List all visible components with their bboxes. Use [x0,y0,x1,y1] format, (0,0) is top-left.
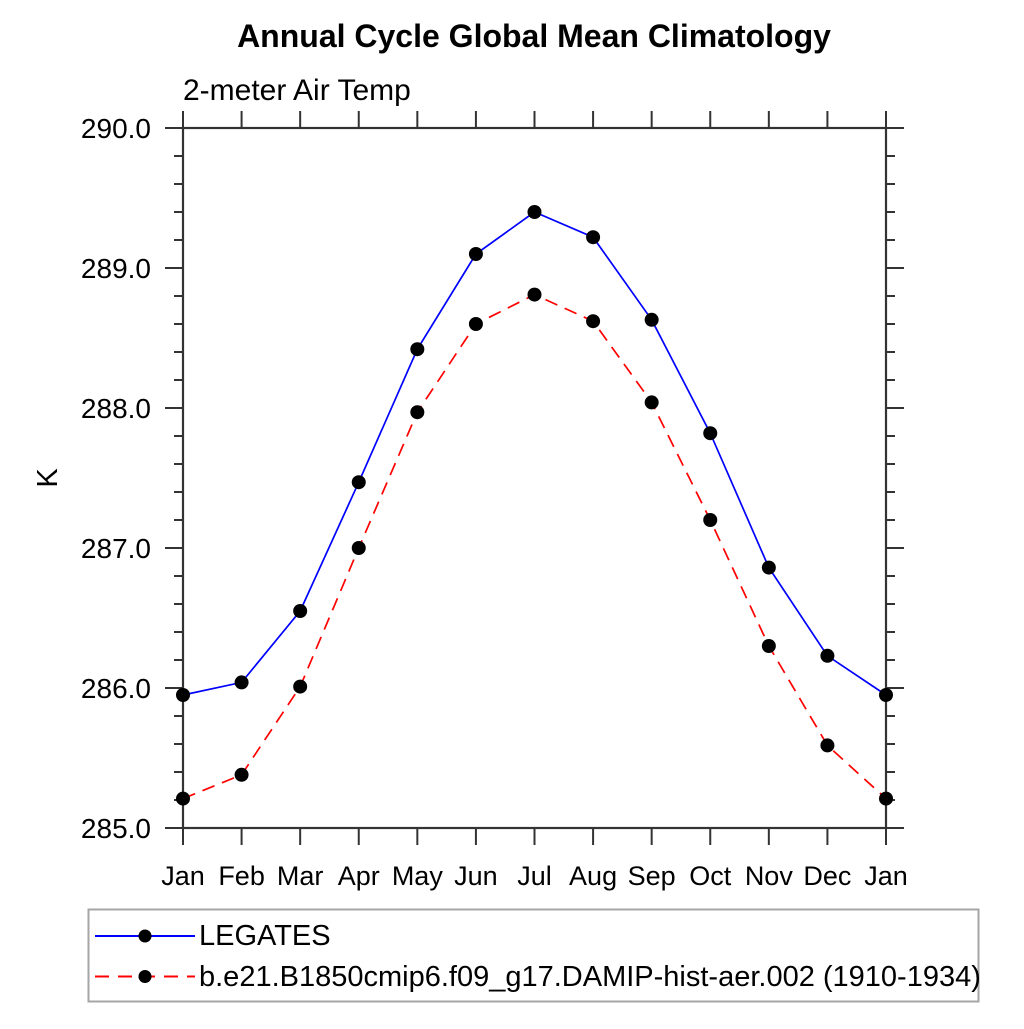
data-point-marker [879,688,893,702]
x-tick-label: May [392,861,444,891]
data-point-marker [586,314,601,329]
x-tick-label: Aug [569,861,617,891]
data-point-marker [761,639,776,653]
x-tick-label: Oct [689,861,732,891]
y-tick-label: 288.0 [81,393,151,424]
x-tick-label: Jun [454,861,498,891]
data-point-marker [410,405,425,420]
legend-box [87,908,980,1003]
data-point-marker [586,230,601,245]
data-point-marker [644,312,659,327]
legend: LEGATES b.e21.B1850cmip6.f09_g17.DAMIP-h… [87,908,981,1003]
y-tick-labels: 285.0 286.0 287.0 288.0 289.0 290.0 [81,113,151,844]
data-point-marker [703,513,718,527]
data-point-marker [234,675,249,690]
data-point-marker [468,247,483,261]
data-point-marker [703,426,718,441]
chart-subtitle: 2-meter Air Temp [183,74,411,107]
data-point-marker [820,738,835,753]
data-point-marker [176,791,190,806]
data-series [176,205,893,806]
data-point-marker [234,767,249,782]
data-point-marker [410,342,425,357]
legend-marker-model-icon [138,970,152,983]
series-line-1 [182,293,887,800]
x-tick-labels: Jan Feb Mar Apr May Jun Jul Aug Sep Oct Nov Dec Jan [161,861,908,891]
legend-marker-legates-icon [138,929,152,943]
axis-ticks [165,111,904,845]
data-point-marker [293,679,308,694]
x-tick-label: Jan [161,861,205,891]
data-point-marker [351,475,366,490]
chart-title: Annual Cycle Global Mean Climatology [237,18,831,54]
legend-label-model: b.e21.B1850cmip6.f09_g17.DAMIP-hist-aer.… [199,961,981,993]
x-tick-label: Jul [517,861,552,891]
y-tick-label: 287.0 [81,533,151,564]
data-point-marker [527,287,542,302]
x-tick-label: Jan [864,861,908,891]
data-point-marker [351,541,366,555]
data-point-marker [761,560,776,575]
data-point-marker [176,688,190,702]
data-point-marker [644,395,659,410]
data-point-marker [527,205,542,219]
y-tick-label: 285.0 [81,813,151,844]
y-tick-label: 286.0 [81,673,151,704]
y-tick-label: 290.0 [81,113,151,144]
data-point-marker [468,317,483,331]
x-tick-label: Feb [218,861,265,891]
y-tick-label: 289.0 [81,253,151,284]
x-tick-label: Apr [338,861,380,891]
data-point-marker [879,791,893,806]
x-tick-label: Nov [745,861,794,891]
series-line-0 [182,211,887,696]
x-tick-label: Sep [628,861,676,891]
data-point-marker [293,604,308,618]
data-point-marker [820,648,835,663]
legend-label-legates: LEGATES [199,920,331,952]
y-axis-label: K [32,468,64,488]
plot-border [181,126,888,830]
x-tick-label: Mar [277,861,324,891]
x-tick-label: Dec [803,861,851,891]
